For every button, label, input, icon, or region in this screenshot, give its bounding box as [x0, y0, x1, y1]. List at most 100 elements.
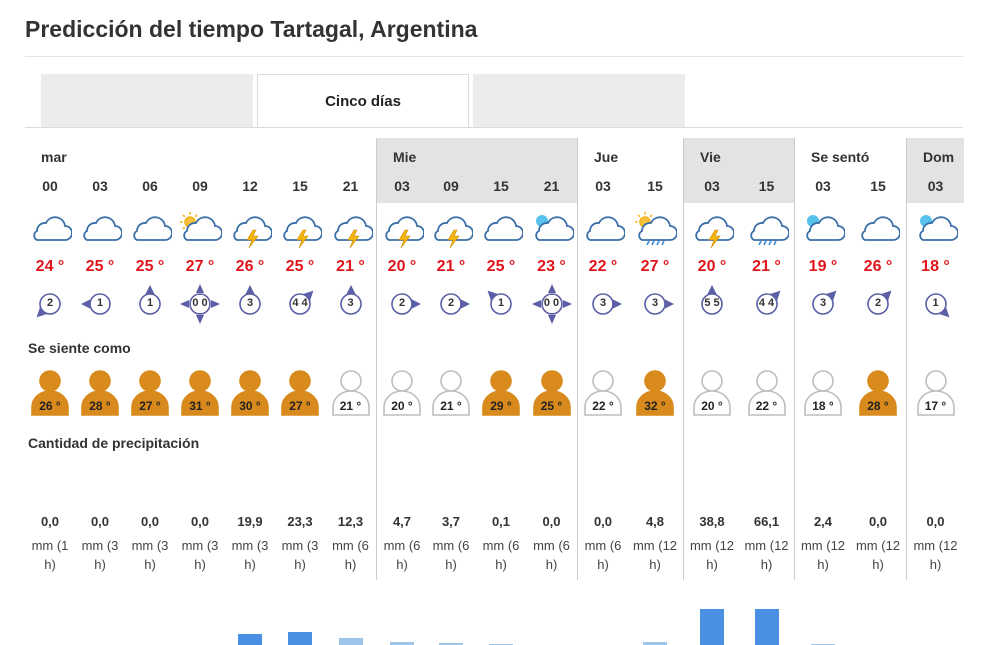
hour-label: 09 — [175, 178, 225, 194]
tab-five-days[interactable]: Cinco días — [257, 74, 469, 128]
wind-speed: 2 — [858, 297, 898, 309]
column-header: 03 — [75, 138, 125, 203]
day-label: Dom — [923, 149, 954, 165]
temperature: 24 ° — [25, 258, 75, 276]
temperature: 25 ° — [476, 258, 526, 276]
wind-direction-icon: 1 — [80, 284, 120, 324]
tab-1[interactable] — [41, 74, 253, 128]
temperature: 25 ° — [275, 258, 325, 276]
precipitation-unit-line: mm (12 — [850, 536, 906, 555]
column-header: 09 — [426, 138, 476, 203]
hour-label: 15 — [275, 178, 325, 194]
precipitation-unit-line: mm (6 — [526, 536, 577, 555]
wind-speed: 2 — [30, 297, 70, 309]
precipitation-unit-line: h) — [526, 555, 577, 574]
precipitation-unit-line: mm (6 — [476, 536, 526, 555]
hour-label: 09 — [426, 178, 476, 194]
feels-like-temp: 27 ° — [125, 399, 175, 413]
wind-speed: 2 — [431, 297, 471, 309]
precipitation-value: 4,8 — [627, 514, 683, 529]
precipitation-unit-line: h) — [125, 555, 175, 574]
precipitation-unit-line: mm (12 — [795, 536, 851, 555]
feels-like-temp: 21 ° — [325, 399, 376, 413]
precipitation-unit-line: h) — [476, 555, 526, 574]
tab-3[interactable] — [473, 74, 685, 128]
cloud-icon — [28, 210, 72, 246]
precipitation-unit-line: mm (12 — [907, 536, 964, 555]
temperature: 26 ° — [850, 258, 906, 276]
precipitation-value: 3,7 — [426, 514, 476, 529]
wind-direction-icon: 1 — [130, 284, 170, 324]
feels-like-temp: 22 ° — [578, 399, 628, 413]
precipitation-unit-line: h) — [75, 555, 125, 574]
thunder-cloud-icon — [429, 210, 473, 246]
temperature: 21 ° — [426, 258, 476, 276]
wind-direction-icon: 3 — [635, 284, 675, 324]
temperature: 18 ° — [907, 258, 964, 276]
wind-direction-icon: 2 — [30, 284, 70, 324]
cloud-icon — [581, 210, 625, 246]
cloud-icon — [856, 210, 900, 246]
precipitation-unit-line: h) — [627, 555, 683, 574]
day-label: mar — [41, 149, 67, 165]
day-label: Jue — [594, 149, 618, 165]
hour-label: 15 — [739, 178, 794, 194]
sun-rain-cloud-icon — [633, 210, 677, 246]
hour-label: 03 — [75, 178, 125, 194]
thunder-cloud-icon — [228, 210, 272, 246]
wind-direction-icon: 0 0 — [180, 284, 220, 324]
day-label: Vie — [700, 149, 721, 165]
precipitation-value: 23,3 — [275, 514, 325, 529]
precipitation-value: 2,4 — [795, 514, 851, 529]
wind-speed: 3 — [331, 297, 371, 309]
wind-speed: 0 0 — [532, 297, 572, 309]
precipitation-value: 0,0 — [175, 514, 225, 529]
moon-cloud-icon — [914, 210, 958, 246]
hour-label: 21 — [526, 178, 577, 194]
column-header: 09 — [175, 138, 225, 203]
wind-direction-icon: 3 — [230, 284, 270, 324]
precipitation-value: 0,0 — [578, 514, 628, 529]
day-label: Mie — [393, 149, 416, 165]
feels-like-temp: 28 ° — [75, 399, 125, 413]
precipitation-unit-line: mm (1 — [25, 536, 75, 555]
temperature: 20 ° — [684, 258, 740, 276]
column-header: Mie 03 — [377, 138, 427, 203]
hour-label: 03 — [377, 178, 427, 194]
feels-like-temp: 26 ° — [25, 399, 75, 413]
temperature: 23 ° — [526, 258, 577, 276]
hour-label: 15 — [850, 178, 906, 194]
feels-like-temp: 18 ° — [795, 399, 851, 413]
wind-direction-icon: 2 — [858, 284, 898, 324]
wind-direction-icon: 3 — [331, 284, 371, 324]
precipitation-unit-line: mm (12 — [684, 536, 740, 555]
